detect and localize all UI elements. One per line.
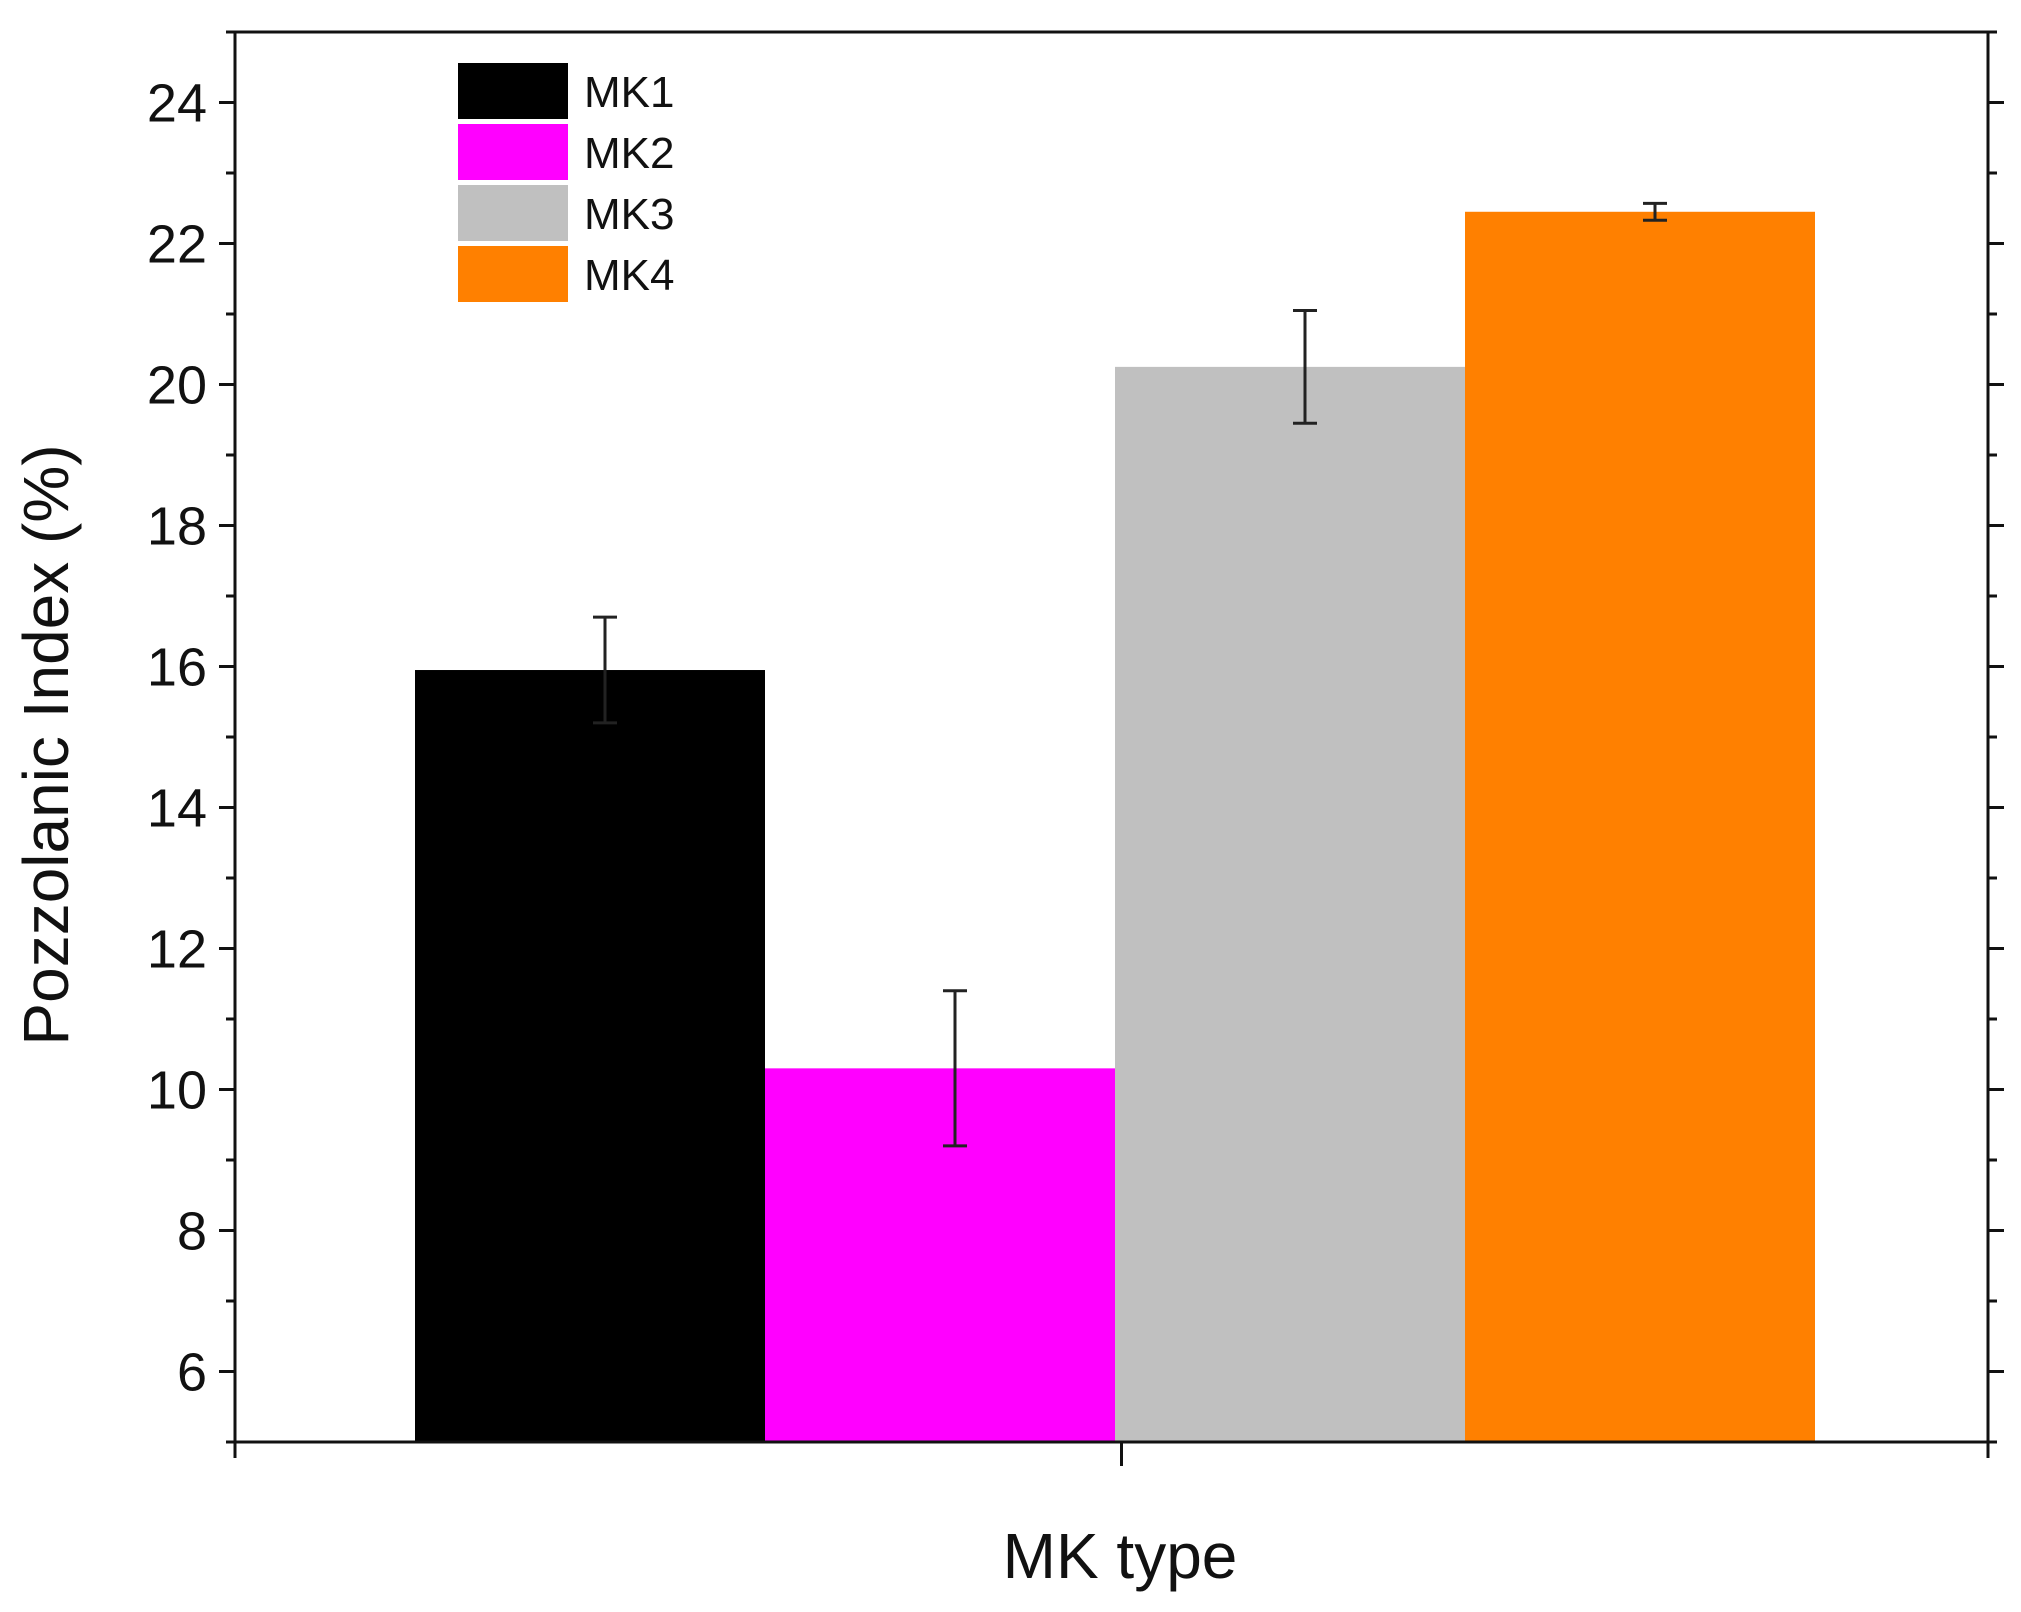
legend-label-mk3: MK3	[584, 190, 674, 239]
legend-label-mk2: MK2	[584, 129, 674, 178]
y-axis-title: Pozzolanic Index (%)	[10, 444, 82, 1045]
legend-swatch-mk4	[458, 246, 568, 302]
x-axis-title: MK type	[1003, 1520, 1238, 1592]
error-bar-mk3	[1293, 308, 1317, 425]
y-tick-label: 8	[177, 1202, 207, 1262]
y-tick-label: 10	[147, 1061, 207, 1121]
y-tick-label: 24	[147, 74, 207, 134]
y-tick-label: 14	[147, 779, 207, 839]
legend-label-mk4: MK4	[584, 251, 674, 300]
y-tick-label: 6	[177, 1343, 207, 1403]
error-bar-mk4	[1643, 201, 1667, 222]
legend-label-mk1: MK1	[584, 68, 674, 117]
y-axis: 6 8 10 12 14 16 18 20 22 24	[147, 30, 2004, 1444]
y-tick-label: 16	[147, 638, 207, 698]
error-bar-mk1	[593, 615, 617, 725]
plot-area	[233, 30, 1990, 1444]
error-bar-mk2	[943, 989, 967, 1148]
legend-swatch-mk1	[458, 63, 568, 119]
x-axis	[233, 1442, 1990, 1466]
y-tick-label: 20	[147, 356, 207, 416]
legend-swatch-mk2	[458, 124, 568, 180]
legend-swatch-mk3	[458, 185, 568, 241]
bar-mk3	[1115, 366, 1465, 1442]
legend: MK1 MK2 MK3 MK4	[458, 63, 674, 302]
bar-mk1	[415, 670, 765, 1442]
y-tick-label: 22	[147, 215, 207, 275]
y-tick-label: 18	[147, 497, 207, 557]
bar-mk4	[1465, 211, 1815, 1442]
bar-mk2	[765, 1068, 1115, 1442]
y-tick-label: 12	[147, 920, 207, 980]
